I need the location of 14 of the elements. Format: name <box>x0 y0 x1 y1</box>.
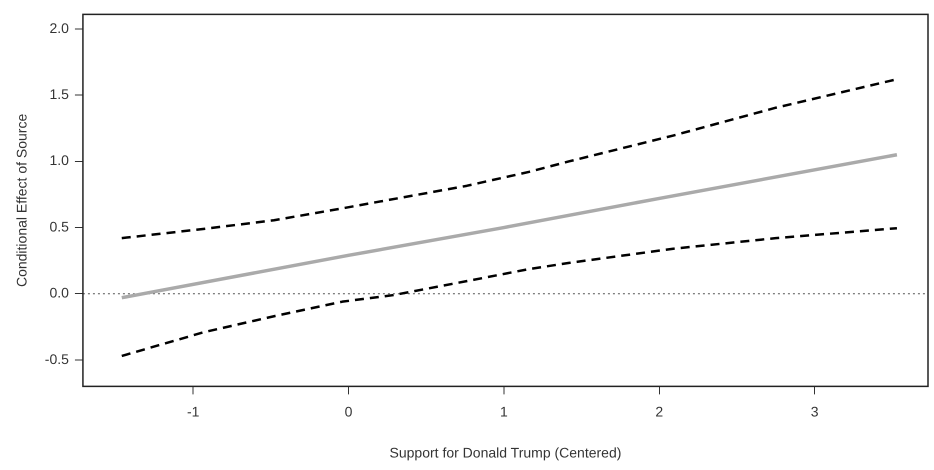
y-tick-label: 0.5 <box>49 218 70 234</box>
x-tick-label: -1 <box>186 404 200 420</box>
y-tick-label: 2.0 <box>49 20 70 36</box>
y-tick-label: 0.0 <box>49 284 70 301</box>
x-tick-label: 2 <box>655 404 664 420</box>
x-tick-label: 3 <box>810 404 819 420</box>
x-axis-title: Support for Donald Trump (Centered) <box>390 444 622 460</box>
y-axis-title: Conditional Effect of Source <box>13 114 30 288</box>
y-tick-label: 1.5 <box>49 86 70 102</box>
x-tick-label: 0 <box>344 404 353 420</box>
line-series <box>120 226 898 358</box>
y-tick-label: -0.5 <box>44 350 70 367</box>
x-tick-label: 1 <box>500 404 508 420</box>
y-tick-label: 1.0 <box>49 152 70 168</box>
